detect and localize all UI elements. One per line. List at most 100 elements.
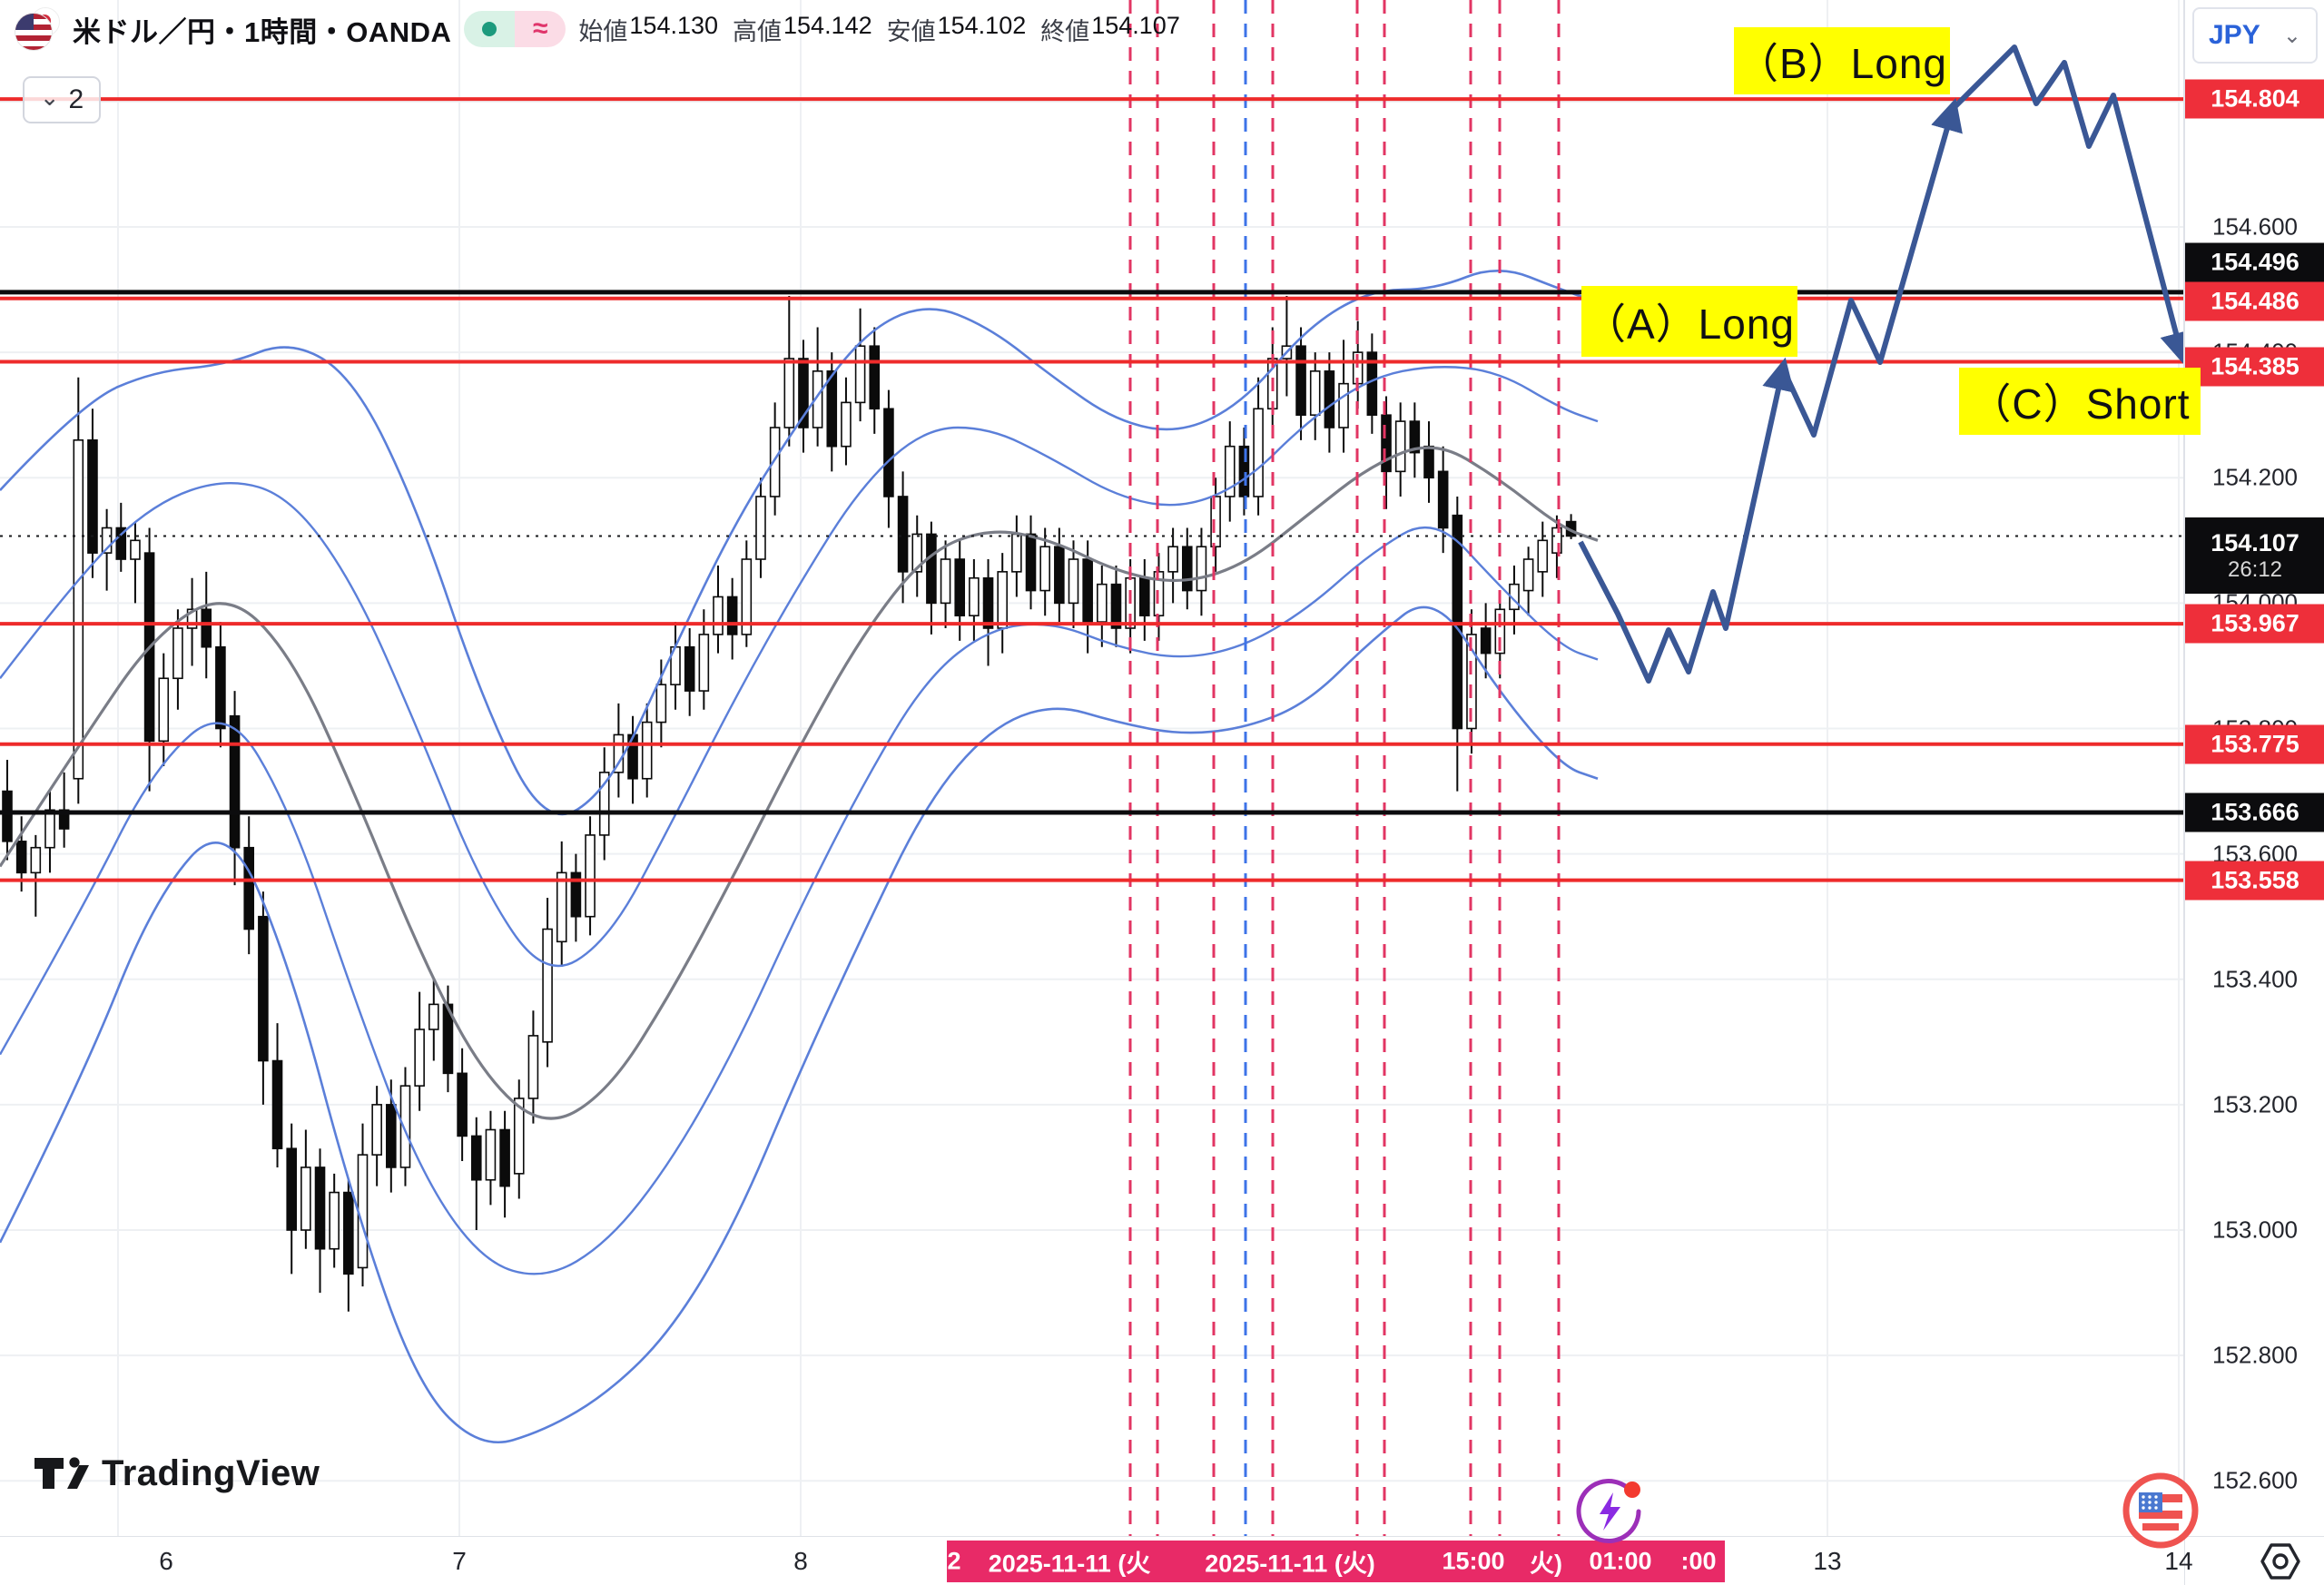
candle-down [869,345,881,410]
bb-lower-outer [0,605,1599,1444]
annotation-b-long[interactable]: （B）Long [1734,27,1950,94]
candle-down [499,1128,510,1187]
candle-up [1196,546,1207,592]
candle-down [314,1167,326,1250]
candle-up [1338,382,1349,428]
candle-down [570,871,582,918]
vline-date-label: 2 [947,1547,961,1575]
vertical-dashed-lines[interactable] [1128,0,1561,1536]
candle-down [1381,414,1392,473]
candle-up [641,721,653,780]
price-tick: 153.200 [2212,1090,2298,1118]
current-price-badge[interactable]: 154.107 26:12 [2185,517,2324,594]
candle-down [1409,420,1421,454]
candle-up [969,576,980,616]
candle-down [1082,558,1093,623]
object-tree-badge[interactable]: ⌄ 2 [23,76,101,123]
price-level-badge[interactable]: 154.486 [2185,281,2324,321]
candle-up [30,846,42,874]
price-level-badge[interactable]: 154.496 [2185,242,2324,282]
market-open-dot [464,11,516,47]
price-level-badge[interactable]: 154.385 [2185,347,2324,387]
currency-selector[interactable]: JPY ⌄ [2192,7,2318,64]
time-axis[interactable]: 2 2025-11-11 (火 2025-11-11 (火) 15:00 火) 01:00… [0,1536,2324,1585]
candle-up [598,772,610,836]
candle-up [1494,608,1506,655]
time-label-6: 6 [159,1547,173,1575]
candle-down [470,1135,482,1181]
candle-up [812,370,823,428]
bar-countdown: 26:12 [2227,556,2283,582]
candle-up [1309,370,1321,416]
ohlc-終値: 終値 154.107 [1040,11,1180,45]
candle-down [1054,546,1065,605]
price-level-badge[interactable]: 153.558 [2185,861,2324,901]
annotation-c-short[interactable]: （C）Short [1959,368,2201,435]
market-status-pill[interactable]: ≈ [464,11,566,47]
candle-up [585,834,596,918]
candle-up [172,627,183,680]
candle-down [215,645,226,730]
event-lightning-icon[interactable] [1574,1476,1645,1547]
projection-zigzag-arrow[interactable] [1578,44,2192,684]
candle-up [783,358,795,428]
time-label-7: 7 [452,1547,467,1575]
symbol-title[interactable]: 米ドル／円・1時間・OANDA [73,15,452,48]
price-axis[interactable]: JPY ⌄ 154.600154.400154.200154.000153.80… [2184,0,2324,1536]
candle-up [513,1098,525,1175]
price-tick: 152.800 [2212,1341,2298,1369]
price-tick: 152.600 [2212,1466,2298,1494]
projection-segment[interactable] [1950,44,2192,366]
horizontal-level-lines[interactable] [0,97,2183,882]
candle-up [1097,583,1108,623]
candle-down [982,576,994,629]
candle-down [87,439,98,554]
candle-up [101,527,113,554]
candle-up [911,533,923,573]
candle-up [428,1003,439,1030]
candle-down [343,1191,354,1275]
candle-up [854,345,866,404]
candle-down [684,645,695,692]
vertical-line-date-labels[interactable]: 2 2025-11-11 (火 2025-11-11 (火) 15:00 火) 01:00… [947,1541,1725,1582]
candle-down [726,596,738,635]
candle-down [201,608,212,648]
candle-down [58,809,70,830]
candle-down [1110,583,1122,629]
price-level-badge[interactable]: 153.967 [2185,604,2324,644]
candle-up [940,558,951,605]
projection-segment[interactable] [1578,357,1795,684]
vline-date-label: 2025-11-11 (火) [1205,1550,1375,1578]
vline-date-label: 2025-11-11 (火 [988,1550,1151,1578]
candle-down [258,915,269,1062]
time-label-13: 13 [1813,1547,1842,1575]
candle-up [769,427,781,497]
tradingview-mark-icon [34,1457,89,1489]
price-level-badge[interactable]: 154.804 [2185,79,2324,119]
ohlc-高値: 高値 154.142 [733,11,872,45]
candle-down [1139,576,1150,616]
candle-up [527,1035,539,1099]
us-flag-icon [15,13,53,51]
candle-down [954,558,966,616]
settings-gear-icon[interactable] [2259,1541,2302,1581]
projection-segment[interactable] [1780,97,1963,438]
candle-down [271,1059,283,1150]
usdjpy-flag-icon[interactable] [15,7,60,51]
candle-up [186,608,198,629]
ohlc-始値: 始値 154.130 [578,11,719,45]
price-level-badge[interactable]: 153.775 [2185,724,2324,764]
price-tick: 153.000 [2212,1216,2298,1244]
tradingview-logo[interactable]: TradingView [33,1452,320,1494]
us-flag-event-icon[interactable] [2122,1472,2199,1549]
candle-down [1295,345,1306,416]
annotation-a-long[interactable]: （A）Long [1581,286,1797,357]
candle-down [286,1147,298,1231]
bb-upper-outer [0,270,1599,816]
candle-up [741,558,753,635]
price-level-badge[interactable]: 153.666 [2185,792,2324,832]
candle-up [1224,445,1236,497]
candle-up [655,684,667,724]
